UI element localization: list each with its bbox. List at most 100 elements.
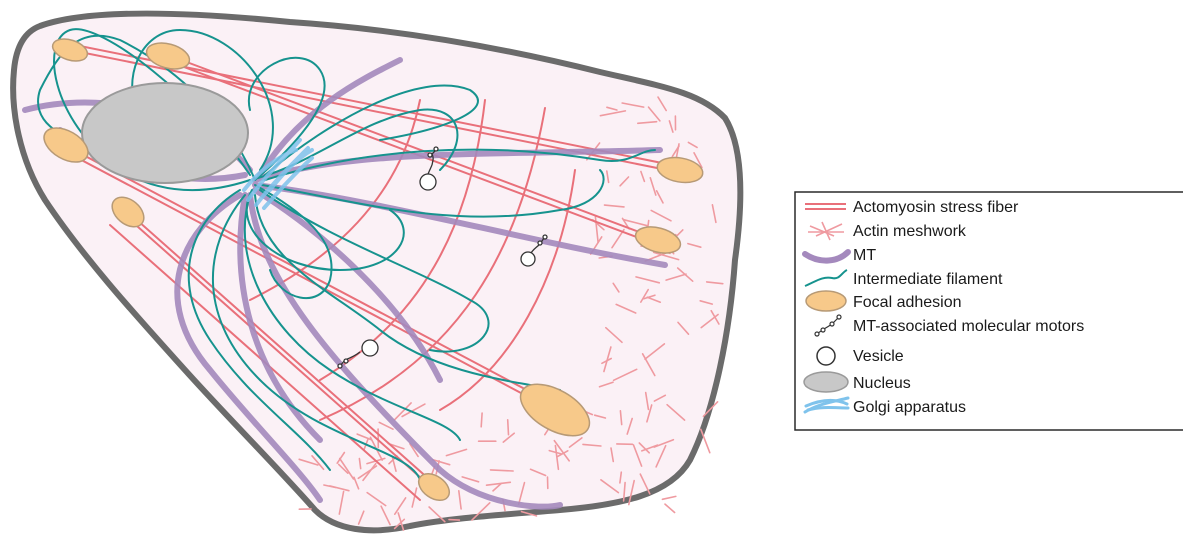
actin-filament: [699, 428, 711, 454]
actin-filament: [393, 518, 406, 530]
actin-filament: [650, 209, 672, 222]
legend-label-intermediate-filament: Intermediate filament: [853, 271, 1003, 288]
actin-filament: [652, 251, 680, 261]
actin-filament: [664, 503, 676, 514]
actin-filament: [653, 394, 667, 402]
focal-adhesion: [634, 226, 682, 254]
actin-filament: [506, 418, 510, 436]
actin-filament: [397, 512, 405, 531]
focal-adhesion: [43, 127, 89, 163]
actin-filament: [671, 145, 680, 158]
actin-filament: [492, 482, 503, 492]
actin-filament: [668, 120, 674, 133]
actin-filament: [604, 326, 623, 344]
actin-filament: [323, 484, 337, 489]
actin-filament: [622, 218, 649, 227]
legend-label-actin-meshwork: Actin meshwork: [853, 223, 967, 240]
legend-swatch-actin-meshwork: [808, 221, 844, 241]
actin-filament: [699, 299, 714, 305]
legend-label-motor: MT-associated molecular motors: [853, 318, 1084, 335]
actin-filament: [642, 294, 656, 300]
focal-adhesion: [417, 472, 451, 502]
legend-label-mt: MT: [853, 247, 876, 264]
actin-filament: [362, 462, 377, 482]
actin-filament: [653, 438, 675, 448]
actin-filament: [603, 204, 625, 208]
legend-label-stress-fiber: Actomyosin stress fiber: [853, 199, 1019, 216]
actin-filament: [485, 481, 512, 487]
legend-swatch-focal-adhesion: [805, 290, 847, 312]
actin-filament: [647, 106, 661, 122]
actin-filament: [378, 421, 394, 431]
focal-adhesion: [111, 196, 145, 228]
actin-filament: [605, 170, 610, 184]
actin-filament: [380, 505, 391, 526]
golgi-apparatus: [242, 138, 314, 210]
motor-vesicle: [419, 146, 439, 191]
actin-filament: [337, 463, 349, 475]
actin-filament: [431, 458, 451, 466]
legend-swatch-golgi: [803, 396, 850, 414]
actin-filament: [411, 487, 418, 508]
motor-vesicle: [520, 234, 548, 267]
actin-filament: [600, 478, 620, 494]
actin-filament: [639, 288, 650, 303]
actin-filament: [480, 412, 483, 428]
actin-filament: [554, 444, 560, 471]
actin-filament: [655, 444, 667, 468]
legend-swatch-vesicle: [816, 346, 836, 366]
actin-filament: [553, 439, 571, 462]
actin-filament: [599, 110, 627, 117]
legend-swatch-nucleus: [803, 371, 849, 393]
actin-filament: [457, 489, 462, 510]
focal-adhesion: [519, 383, 591, 437]
actin-filament: [646, 404, 653, 423]
actin-filament: [632, 444, 643, 467]
actin-filament: [409, 442, 419, 458]
actin-filament: [489, 469, 514, 472]
actin-filament: [655, 190, 664, 204]
focal-adhesion: [145, 42, 191, 70]
actin-filament: [644, 391, 650, 411]
actin-filament: [598, 381, 614, 388]
actin-filament: [548, 449, 563, 455]
actin-filament: [606, 106, 618, 111]
actin-filament: [626, 417, 634, 435]
actin-filament: [356, 433, 373, 441]
actin-filament: [593, 414, 607, 419]
actin-filament: [461, 476, 480, 483]
actin-filament: [556, 449, 569, 458]
actin-filament: [298, 458, 319, 466]
actin-filament: [619, 471, 623, 484]
actin-filament: [705, 281, 724, 285]
legend-swatch-stress-fiber: [805, 203, 846, 210]
actin-filament: [687, 141, 698, 149]
actin-filament: [676, 267, 694, 283]
actin-filament: [612, 368, 638, 382]
actin-filament: [358, 457, 362, 470]
actin-filament: [710, 309, 720, 325]
actin-filament: [471, 501, 491, 521]
actin-filament: [644, 343, 666, 360]
legend-swatch-mt: [802, 249, 851, 264]
actin-filament: [711, 204, 717, 224]
legend-label-vesicle: Vesicle: [853, 348, 904, 365]
actin-filament: [366, 491, 387, 507]
actin-filament: [657, 96, 668, 112]
legend-swatch-intermediate-filament: [804, 269, 848, 287]
actin-filament: [357, 465, 378, 480]
actin-filament: [641, 352, 656, 377]
actin-filament: [677, 321, 690, 336]
actin-filament: [666, 403, 686, 421]
actin-filament: [311, 454, 325, 471]
actin-filament: [622, 481, 626, 502]
nucleus: [81, 82, 249, 184]
actin-filament: [401, 403, 426, 418]
actin-filament: [610, 447, 615, 463]
legend-label-nucleus: Nucleus: [853, 375, 911, 392]
focal-adhesion: [51, 38, 89, 62]
actin-filament: [445, 448, 468, 457]
actin-filament: [646, 296, 662, 304]
actin-filament: [357, 510, 365, 525]
legend-label-golgi: Golgi apparatus: [853, 399, 966, 416]
